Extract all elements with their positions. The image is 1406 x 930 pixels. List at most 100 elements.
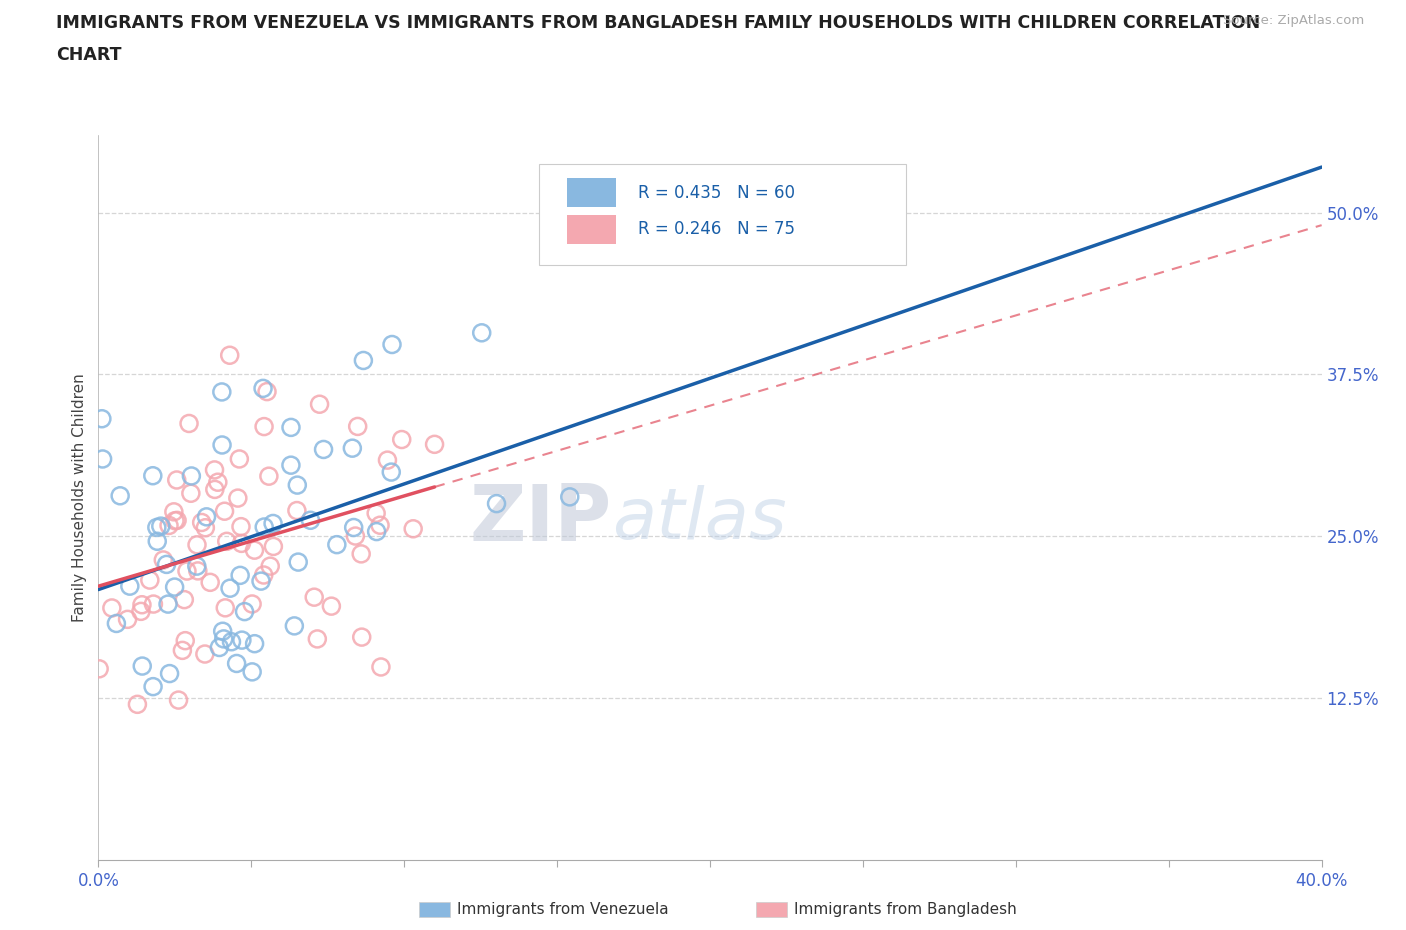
Point bbox=[402, 522, 425, 537]
Point bbox=[163, 513, 186, 528]
Text: ZIP: ZIP bbox=[470, 482, 612, 557]
Point bbox=[172, 643, 194, 658]
Point bbox=[283, 618, 305, 633]
Point bbox=[105, 616, 128, 631]
Point bbox=[167, 693, 190, 708]
Text: IMMIGRANTS FROM VENEZUELA VS IMMIGRANTS FROM BANGLADESH FAMILY HOUSEHOLDS WITH C: IMMIGRANTS FROM VENEZUELA VS IMMIGRANTS … bbox=[56, 14, 1261, 32]
Point bbox=[129, 604, 152, 618]
FancyBboxPatch shape bbox=[567, 215, 616, 244]
Point bbox=[214, 504, 236, 519]
Point bbox=[142, 597, 165, 612]
Point bbox=[307, 631, 329, 646]
Point bbox=[221, 634, 243, 649]
Point bbox=[252, 381, 274, 396]
Point bbox=[131, 658, 153, 673]
Point bbox=[253, 419, 276, 434]
Point bbox=[142, 469, 165, 484]
Point bbox=[155, 557, 177, 572]
Point bbox=[228, 452, 250, 467]
Point bbox=[194, 520, 217, 535]
Point bbox=[149, 519, 172, 534]
Point bbox=[127, 697, 149, 711]
Point bbox=[215, 534, 238, 549]
Point bbox=[299, 512, 322, 527]
Point bbox=[302, 590, 325, 604]
Point bbox=[240, 596, 263, 611]
Point bbox=[262, 539, 284, 554]
Point bbox=[350, 630, 373, 644]
Point bbox=[253, 567, 276, 582]
Point bbox=[225, 656, 247, 671]
Point bbox=[368, 518, 391, 533]
Point bbox=[166, 472, 188, 487]
Point bbox=[366, 506, 388, 521]
Point bbox=[423, 437, 446, 452]
Point bbox=[211, 624, 233, 639]
Text: Source: ZipAtlas.com: Source: ZipAtlas.com bbox=[1223, 14, 1364, 27]
Text: Immigrants from Bangladesh: Immigrants from Bangladesh bbox=[794, 902, 1017, 917]
Point bbox=[219, 580, 242, 595]
Point bbox=[195, 510, 218, 525]
Point bbox=[211, 437, 233, 452]
Point bbox=[259, 559, 281, 574]
Point bbox=[187, 564, 209, 578]
Point bbox=[256, 384, 278, 399]
Point bbox=[312, 442, 335, 457]
Point bbox=[207, 475, 229, 490]
Point bbox=[233, 604, 256, 619]
Point bbox=[229, 568, 252, 583]
Point bbox=[485, 497, 508, 512]
Point bbox=[253, 520, 276, 535]
Point bbox=[194, 646, 217, 661]
Point bbox=[108, 488, 131, 503]
Point bbox=[118, 578, 141, 593]
Point bbox=[308, 397, 330, 412]
Point bbox=[157, 597, 180, 612]
Point bbox=[342, 441, 364, 456]
Point bbox=[174, 633, 197, 648]
Point bbox=[204, 462, 226, 477]
Point bbox=[229, 519, 252, 534]
Point bbox=[380, 465, 402, 480]
Point bbox=[471, 326, 494, 340]
FancyBboxPatch shape bbox=[567, 179, 616, 207]
Point bbox=[186, 538, 208, 552]
Text: atlas: atlas bbox=[612, 485, 787, 553]
Point bbox=[285, 503, 308, 518]
Point bbox=[157, 518, 180, 533]
Point bbox=[231, 536, 253, 551]
Point bbox=[285, 478, 308, 493]
Text: CHART: CHART bbox=[56, 46, 122, 63]
Point bbox=[190, 515, 212, 530]
Point bbox=[370, 659, 392, 674]
Point bbox=[257, 469, 280, 484]
Point bbox=[344, 528, 367, 543]
Point bbox=[366, 525, 388, 539]
Point bbox=[208, 640, 231, 655]
Point bbox=[152, 552, 174, 567]
Point bbox=[391, 432, 413, 447]
Point bbox=[352, 353, 374, 368]
Point bbox=[250, 574, 273, 589]
Point bbox=[166, 513, 188, 528]
Text: R = 0.246   N = 75: R = 0.246 N = 75 bbox=[638, 220, 794, 238]
Point bbox=[163, 504, 186, 519]
Point bbox=[101, 601, 124, 616]
Point bbox=[204, 482, 226, 497]
Point bbox=[243, 543, 266, 558]
Point bbox=[159, 666, 181, 681]
Point bbox=[346, 419, 368, 434]
Point bbox=[90, 411, 112, 426]
Point bbox=[177, 416, 200, 431]
Point bbox=[214, 601, 236, 616]
Point bbox=[180, 469, 202, 484]
Point bbox=[343, 520, 366, 535]
Point bbox=[176, 564, 198, 578]
Point bbox=[262, 516, 284, 531]
Point bbox=[211, 384, 233, 399]
Point bbox=[240, 664, 263, 679]
Point bbox=[139, 573, 162, 588]
Point bbox=[226, 491, 249, 506]
Point bbox=[91, 452, 114, 467]
Point bbox=[89, 661, 111, 676]
